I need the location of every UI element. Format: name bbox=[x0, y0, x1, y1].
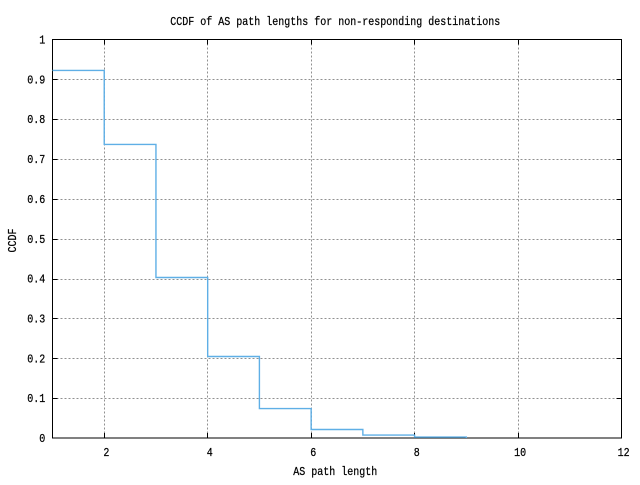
svg-text:4: 4 bbox=[207, 446, 213, 460]
svg-text:0: 0 bbox=[39, 432, 45, 446]
svg-text:10: 10 bbox=[514, 446, 526, 460]
svg-text:CCDF of AS path lengths for no: CCDF of AS path lengths for non-respondi… bbox=[170, 15, 500, 29]
svg-text:AS path length: AS path length bbox=[293, 465, 377, 479]
svg-text:0.9: 0.9 bbox=[27, 73, 45, 87]
svg-text:8: 8 bbox=[414, 446, 420, 460]
svg-text:0.6: 0.6 bbox=[27, 193, 45, 207]
svg-text:0.1: 0.1 bbox=[27, 392, 45, 406]
svg-text:CCDF: CCDF bbox=[6, 229, 20, 253]
svg-text:2: 2 bbox=[103, 446, 109, 460]
svg-text:0.7: 0.7 bbox=[27, 153, 45, 167]
svg-text:0.4: 0.4 bbox=[27, 273, 45, 287]
svg-text:1: 1 bbox=[39, 34, 45, 48]
svg-text:12: 12 bbox=[618, 446, 630, 460]
svg-text:0.5: 0.5 bbox=[27, 233, 45, 247]
svg-text:0.8: 0.8 bbox=[27, 113, 45, 127]
svg-text:0.3: 0.3 bbox=[27, 312, 45, 326]
svg-text:0.2: 0.2 bbox=[27, 352, 45, 366]
svg-text:6: 6 bbox=[310, 446, 316, 460]
